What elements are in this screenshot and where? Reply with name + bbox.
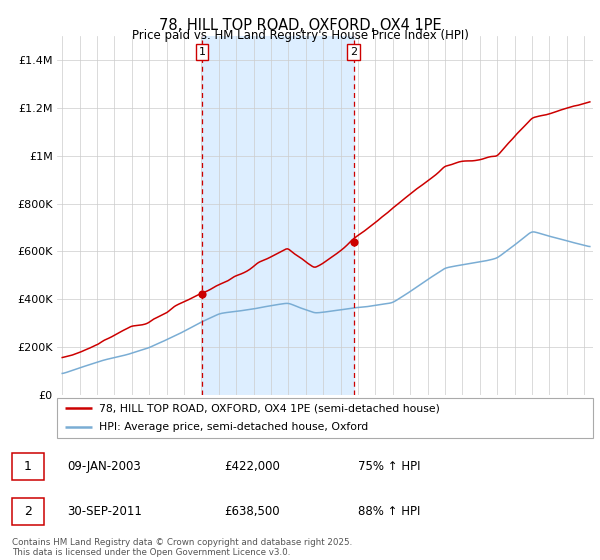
Text: £638,500: £638,500 (224, 505, 280, 518)
Text: 75% ↑ HPI: 75% ↑ HPI (358, 460, 421, 473)
Text: 78, HILL TOP ROAD, OXFORD, OX4 1PE (semi-detached house): 78, HILL TOP ROAD, OXFORD, OX4 1PE (semi… (99, 404, 440, 413)
Text: Contains HM Land Registry data © Crown copyright and database right 2025.
This d: Contains HM Land Registry data © Crown c… (12, 538, 352, 557)
Text: 30-SEP-2011: 30-SEP-2011 (67, 505, 142, 518)
Text: 2: 2 (350, 47, 357, 57)
Text: 88% ↑ HPI: 88% ↑ HPI (358, 505, 421, 518)
Text: 09-JAN-2003: 09-JAN-2003 (67, 460, 141, 473)
FancyBboxPatch shape (12, 498, 44, 525)
Text: HPI: Average price, semi-detached house, Oxford: HPI: Average price, semi-detached house,… (99, 422, 368, 432)
Text: Price paid vs. HM Land Registry's House Price Index (HPI): Price paid vs. HM Land Registry's House … (131, 29, 469, 42)
Bar (202, 36, 353, 395)
Point (197, 290, 207, 298)
FancyBboxPatch shape (12, 453, 44, 480)
FancyBboxPatch shape (57, 398, 593, 438)
Text: £422,000: £422,000 (224, 460, 280, 473)
Point (349, 238, 358, 247)
Text: 78, HILL TOP ROAD, OXFORD, OX4 1PE: 78, HILL TOP ROAD, OXFORD, OX4 1PE (158, 18, 442, 33)
Text: 2: 2 (24, 505, 32, 518)
Text: 1: 1 (199, 47, 205, 57)
Text: 1: 1 (24, 460, 32, 473)
